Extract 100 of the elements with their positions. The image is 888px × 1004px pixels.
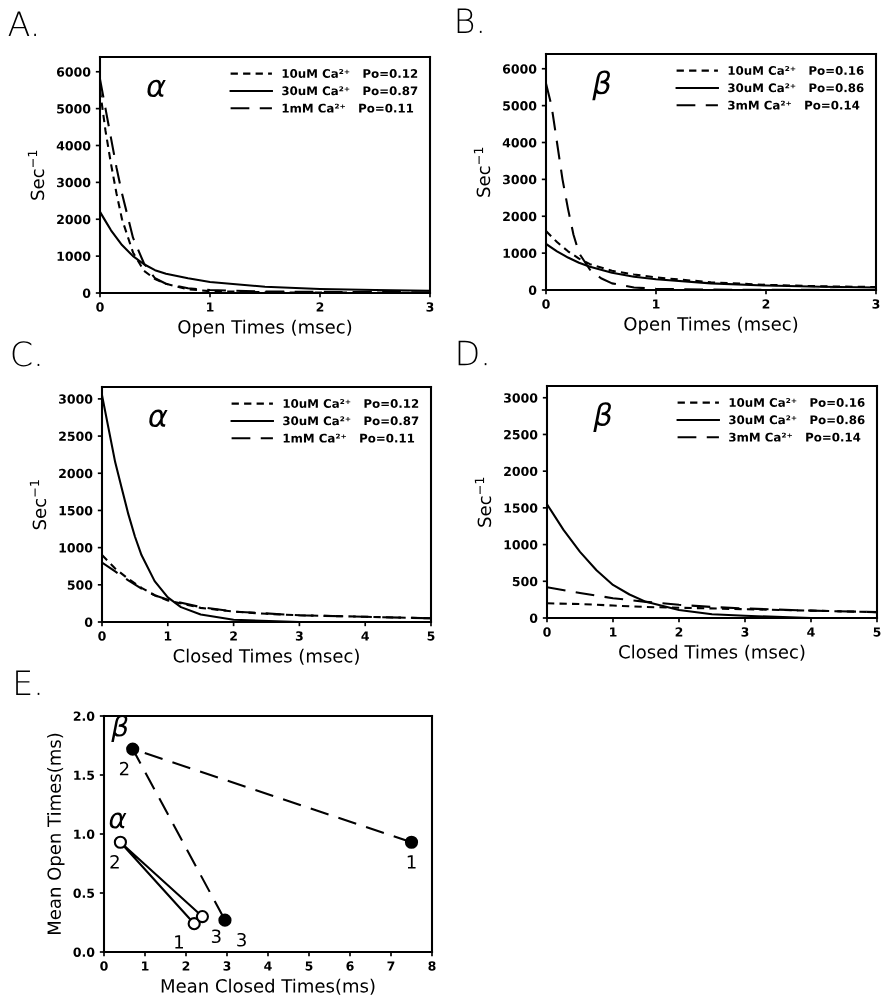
- chart-title: C.: [12, 341, 40, 367]
- legend-label: 10uM Ca²⁺ Po=0.12: [283, 399, 419, 408]
- y-tick-label: 500: [67, 580, 93, 590]
- y-tick-label: 500: [512, 576, 538, 587]
- x-tick-label: 4: [807, 627, 815, 637]
- annotation: 2: [110, 855, 119, 869]
- x-tick-label: 6: [346, 961, 354, 971]
- x-tick-label: 2: [182, 961, 190, 971]
- x-tick-label: 3: [741, 627, 749, 637]
- y-tick-label: 1000: [504, 540, 538, 550]
- x-tick-label: 2: [230, 631, 237, 641]
- x-tick-label: 3: [872, 299, 880, 309]
- y-tick-label: 1500: [504, 503, 538, 513]
- legend-label: 1mM Ca²⁺ Po=0.11: [283, 433, 415, 443]
- x-tick-label: 4: [264, 961, 272, 971]
- legend-label: 30uM Ca²⁺ Po=0.87: [282, 86, 418, 96]
- y-tick-label: 1000: [57, 251, 91, 262]
- y-tick-label: 3000: [503, 174, 537, 185]
- y-tick-label: 6000: [56, 67, 91, 77]
- x-tick-label: 5: [427, 631, 435, 641]
- y-tick-label: 2000: [59, 468, 93, 479]
- annotation: 3: [211, 929, 221, 944]
- x-tick-label: 3: [295, 631, 303, 641]
- x-tick-label: 0: [98, 631, 106, 641]
- y-tick-label: 3000: [57, 177, 91, 188]
- y-tick-label: 2000: [57, 214, 91, 225]
- y-tick-label: 1.0: [74, 829, 95, 839]
- chart-title: D.: [458, 340, 487, 366]
- x-tick-label: 3: [426, 302, 434, 312]
- annotation: α: [147, 79, 166, 98]
- x-tick-label: 7: [387, 961, 395, 971]
- legend-label: 10uM Ca²⁺ Po=0.16: [729, 398, 865, 407]
- y-tick-label: 0.5: [73, 888, 95, 898]
- y-tick-label: 0: [82, 288, 91, 298]
- annotation: β: [592, 70, 610, 101]
- legend-label: 1mM Ca²⁺ Po=0.11: [282, 103, 414, 113]
- y-tick-label: 4000: [56, 140, 91, 151]
- chart-title: E.: [16, 670, 40, 695]
- x-tick-label: 1: [142, 961, 149, 971]
- y-tick-label: 5000: [57, 104, 91, 114]
- y-axis-title: Sec$^{−1}$: [29, 480, 47, 530]
- x-tick-label: 2: [675, 627, 683, 637]
- y-axis-title: Sec$^{−1}$: [474, 477, 492, 527]
- annotation: 2: [119, 761, 129, 776]
- x-tick-label: 0: [542, 299, 550, 309]
- legend-label: 3mM Ca²⁺ Po=0.14: [728, 100, 860, 110]
- x-tick-label: 2: [316, 302, 324, 312]
- legend-label: 3mM Ca²⁺ Po=0.14: [729, 432, 861, 442]
- legend-label: 30uM Ca²⁺ Po=0.86: [728, 83, 864, 93]
- x-axis-title: Open Times (msec): [624, 316, 798, 335]
- y-tick-label: 4000: [502, 137, 537, 148]
- chart-title: B.: [457, 8, 482, 33]
- y-tick-label: 1000: [59, 543, 93, 553]
- y-tick-label: 3000: [504, 393, 538, 403]
- annotation: 3: [237, 932, 246, 947]
- x-tick-label: 1: [610, 627, 617, 637]
- x-tick-label: 4: [361, 631, 369, 641]
- y-tick-label: 3000: [59, 394, 93, 404]
- annotation: α: [109, 812, 127, 829]
- y-tick-label: 2000: [503, 211, 537, 222]
- legend-label: 10uM Ca²⁺ Po=0.16: [728, 66, 864, 75]
- y-tick-label: 2000: [504, 466, 538, 477]
- y-tick-label: 0: [528, 285, 537, 295]
- y-tick-label: 2.0: [73, 711, 95, 721]
- x-tick-label: 0: [543, 627, 551, 637]
- x-tick-label: 8: [428, 961, 436, 971]
- legend-label: 30uM Ca²⁺ Po=0.86: [729, 415, 865, 425]
- y-tick-label: 1500: [59, 505, 93, 516]
- annotation: 1: [407, 855, 416, 869]
- legend-label: 10uM Ca²⁺ Po=0.12: [282, 69, 418, 78]
- annotation: α: [149, 409, 168, 428]
- x-axis-title: Closed Times (msec): [619, 644, 805, 661]
- y-tick-label: 1000: [503, 248, 537, 259]
- x-tick-label: 1: [207, 302, 214, 312]
- x-tick-label: 0: [96, 302, 104, 312]
- x-axis-title: Closed Times (msec): [173, 648, 359, 665]
- x-tick-label: 3: [223, 961, 231, 971]
- y-tick-label: 0: [529, 613, 538, 623]
- y-tick-label: 2500: [504, 429, 538, 440]
- x-tick-label: 1: [164, 631, 172, 641]
- x-axis-title: Open Times (msec): [178, 319, 352, 338]
- x-tick-label: 5: [873, 627, 881, 637]
- y-axis-title: Sec$^{−1}$: [473, 147, 491, 197]
- chart-title: A.: [8, 11, 36, 36]
- y-tick-label: 5000: [503, 101, 537, 111]
- y-tick-label: 1.5: [74, 770, 95, 780]
- x-tick-label: 1: [653, 299, 660, 309]
- y-tick-label: 0: [84, 617, 93, 627]
- x-tick-label: 2: [762, 299, 770, 309]
- x-tick-label: 0: [100, 961, 108, 971]
- y-axis-title: Mean Open Times(ms): [47, 733, 65, 935]
- y-tick-label: 2500: [59, 431, 93, 442]
- y-tick-label: 0.0: [73, 947, 95, 957]
- legend-label: 30uM Ca²⁺ Po=0.87: [283, 416, 419, 426]
- y-tick-label: 6000: [502, 64, 537, 74]
- x-axis-title: Mean Closed Times(ms): [161, 978, 375, 995]
- x-tick-label: 5: [305, 961, 313, 971]
- y-axis-title: Sec$^{−1}$: [27, 150, 45, 200]
- annotation: 1: [175, 935, 183, 949]
- annotation: β: [593, 402, 611, 432]
